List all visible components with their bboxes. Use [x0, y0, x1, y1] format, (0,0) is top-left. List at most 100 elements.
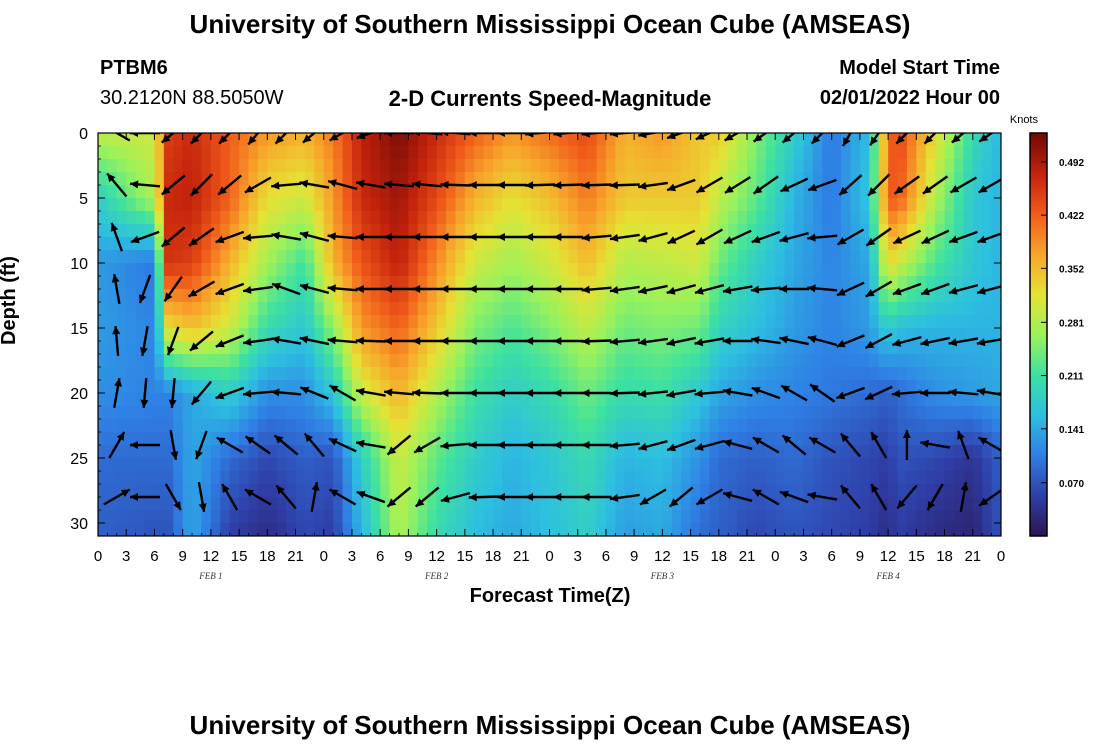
heatmap-cell — [935, 458, 946, 472]
heatmap-cell — [859, 263, 870, 277]
heatmap-cell — [624, 159, 635, 173]
heatmap-cell — [558, 510, 569, 524]
heatmap-cell — [587, 419, 598, 433]
heatmap-cell — [145, 198, 156, 212]
heatmap-cell — [295, 393, 306, 407]
heatmap-cell — [662, 237, 673, 251]
heatmap-cell — [389, 159, 400, 173]
heatmap-cell — [869, 159, 880, 173]
heatmap-cell — [615, 445, 626, 459]
heatmap-cell — [239, 341, 250, 355]
current-arrow — [666, 178, 696, 192]
heatmap-cell — [794, 146, 805, 160]
heatmap-cell — [464, 419, 475, 433]
heatmap-cell — [417, 471, 428, 485]
heatmap-cell — [991, 133, 1001, 147]
heatmap-cell — [850, 523, 861, 536]
heatmap-cell — [953, 497, 964, 511]
heatmap-cell — [944, 445, 955, 459]
heatmap-cell — [455, 250, 466, 264]
heatmap-cell — [944, 419, 955, 433]
heatmap-cell — [210, 497, 221, 511]
heatmap-cell — [389, 250, 400, 264]
heatmap-cell — [192, 380, 203, 394]
heatmap-cell — [220, 367, 231, 381]
heatmap-cell — [530, 484, 541, 498]
heatmap-cell — [257, 146, 268, 160]
colorbar-tick-label: 0.492 — [1059, 158, 1084, 169]
heatmap-cell — [399, 185, 410, 199]
heatmap-cell — [239, 146, 250, 160]
heatmap-cell — [135, 198, 146, 212]
heatmap-cell — [229, 276, 240, 290]
heatmap-cell — [700, 458, 711, 472]
heatmap-cell — [963, 289, 974, 303]
y-tick-label: 15 — [70, 321, 88, 338]
heatmap-cell — [417, 380, 428, 394]
heatmap-cell — [446, 276, 457, 290]
heatmap-cell — [747, 432, 758, 446]
heatmap-cell — [681, 250, 692, 264]
heatmap-cell — [850, 380, 861, 394]
heatmap-cell — [323, 484, 334, 498]
heatmap-cell — [446, 354, 457, 368]
heatmap-cell — [549, 419, 560, 433]
heatmap-cell — [389, 211, 400, 225]
heatmap-cell — [502, 445, 513, 459]
heatmap-cell — [709, 133, 720, 147]
heatmap-cell — [540, 445, 551, 459]
heatmap-cell — [239, 263, 250, 277]
heatmap-cell — [831, 341, 842, 355]
heatmap-cell — [229, 484, 240, 498]
heatmap-cell — [145, 133, 156, 147]
heatmap-cell — [803, 315, 814, 329]
heatmap-cell — [116, 471, 127, 485]
heatmap-cell — [803, 302, 814, 316]
heatmap-cell — [671, 393, 682, 407]
heatmap-cell — [831, 510, 842, 524]
heatmap-cell — [248, 510, 259, 524]
heatmap-cell — [257, 380, 268, 394]
heatmap-cell — [248, 458, 259, 472]
heatmap-cell — [916, 341, 927, 355]
heatmap-cell — [916, 432, 927, 446]
heatmap-cell — [831, 328, 842, 342]
heatmap-cell — [370, 159, 381, 173]
current-arrow — [694, 337, 725, 347]
heatmap-cell — [643, 523, 654, 536]
heatmap-cell — [878, 276, 889, 290]
heatmap-cell — [540, 302, 551, 316]
heatmap-cell — [342, 198, 353, 212]
heatmap-cell — [521, 146, 532, 160]
heatmap-cell — [145, 458, 156, 472]
heatmap-cell — [455, 276, 466, 290]
heatmap-cell — [210, 367, 221, 381]
heatmap-cell — [502, 211, 513, 225]
heatmap-cell — [587, 497, 598, 511]
heatmap-cell — [700, 146, 711, 160]
heatmap-cell — [558, 367, 569, 381]
current-arrow — [839, 432, 862, 458]
heatmap-cell — [963, 458, 974, 472]
heatmap-cell — [671, 419, 682, 433]
heatmap-cell — [963, 328, 974, 342]
heatmap-cell — [502, 146, 513, 160]
heatmap-cell — [935, 328, 946, 342]
heatmap-cell — [427, 211, 438, 225]
heatmap-cell — [427, 172, 438, 186]
heatmap-cell — [210, 328, 221, 342]
heatmap-cell — [511, 263, 522, 277]
heatmap-cell — [549, 315, 560, 329]
heatmap-cell — [718, 445, 729, 459]
heatmap-cell — [794, 341, 805, 355]
heatmap-cell — [624, 354, 635, 368]
heatmap-cell — [709, 263, 720, 277]
heatmap-cell — [652, 328, 663, 342]
heatmap-cell — [229, 250, 240, 264]
heatmap-cell — [295, 484, 306, 498]
heatmap-cell — [718, 198, 729, 212]
heatmap-cell — [775, 133, 786, 147]
current-arrow — [865, 280, 893, 298]
heatmap-cell — [700, 198, 711, 212]
heatmap-cell — [681, 380, 692, 394]
